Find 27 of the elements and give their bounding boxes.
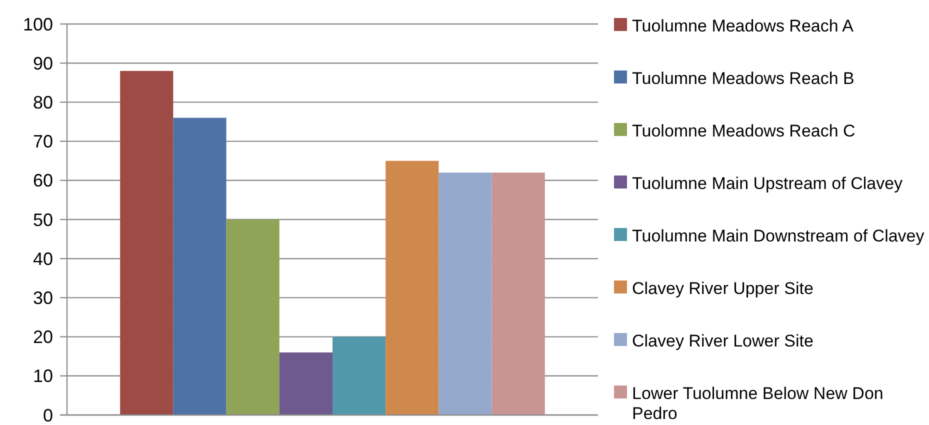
legend-label: Tuolumne Main Downstream of Clavey (632, 226, 925, 246)
y-tick-label: 10 (32, 366, 53, 386)
bar (173, 118, 226, 415)
y-tick-label: 20 (32, 327, 53, 348)
y-tick-label: 70 (32, 132, 53, 152)
bar (279, 352, 332, 415)
legend-label: Tuolumne Meadows Reach A (632, 16, 854, 36)
legend-label: Tuolumne Meadows Reach B (632, 68, 854, 88)
y-tick-label: 50 (32, 210, 53, 230)
y-tick-label: 0 (42, 405, 53, 425)
y-tick-label: 100 (22, 14, 53, 34)
legend-label: Tuolomne Meadows Reach C (632, 121, 856, 140)
y-tick-label: 90 (32, 53, 53, 74)
bar (492, 172, 545, 415)
legend-label: Tuolumne Main Upstream of Clavey (632, 174, 904, 193)
bar (386, 160, 439, 415)
y-tick-label: 80 (32, 92, 53, 112)
y-tick-label: 40 (32, 248, 53, 269)
y-tick-label: 60 (32, 170, 53, 191)
bar (120, 70, 174, 415)
legend-label: Lower Tuolumne Below New Don Pedro (632, 384, 884, 424)
legend-label: Clavey River Upper Site (632, 278, 814, 298)
legend-label: Clavey River Lower Site (632, 331, 814, 350)
y-tick-label: 30 (32, 288, 53, 308)
bar (438, 172, 492, 415)
bar (226, 220, 280, 415)
bar (332, 336, 386, 415)
